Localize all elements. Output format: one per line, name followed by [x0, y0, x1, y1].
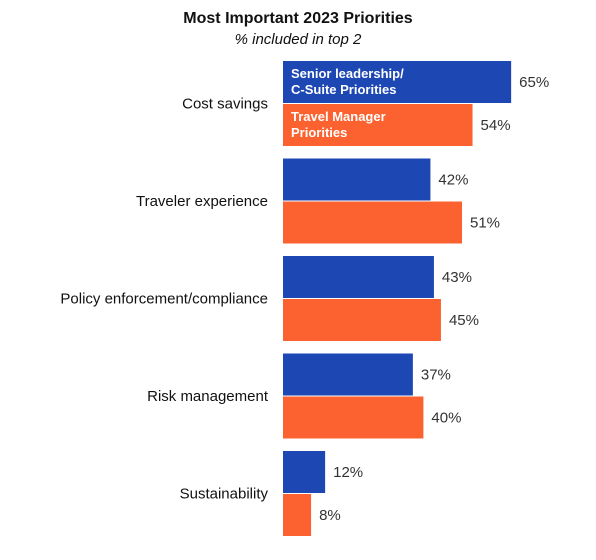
data-label: 42% [438, 172, 468, 189]
chart-title: Most Important 2023 Priorities [183, 10, 413, 27]
bar [283, 451, 326, 493]
data-label: 12% [333, 464, 363, 481]
category-label: Sustainability [180, 486, 269, 503]
legend-entry: Senior leadership/ [291, 66, 404, 81]
data-label: 43% [442, 269, 472, 286]
bar [283, 353, 413, 396]
category-label: Cost savings [182, 96, 268, 113]
bar [283, 396, 424, 439]
bar [283, 61, 512, 103]
data-label: 8% [319, 507, 341, 524]
legend-entry: Priorities [291, 125, 347, 140]
category-label: Traveler experience [136, 193, 268, 210]
legend-entry: C-Suite Priorities [291, 82, 396, 97]
data-label: 51% [470, 215, 500, 232]
bars-layer [283, 61, 512, 536]
data-label: 40% [431, 410, 461, 427]
data-label: 37% [421, 367, 451, 384]
bar [283, 158, 431, 201]
bar [283, 299, 441, 341]
data-label: 54% [481, 117, 511, 134]
category-label: Policy enforcement/compliance [60, 291, 268, 308]
category-label: Risk management [147, 388, 269, 405]
labels-layer: Cost savings 65% Senior leadership/C-Suite… [60, 66, 549, 524]
bar [283, 494, 312, 536]
data-label: 65% [519, 74, 549, 91]
data-label: 45% [449, 312, 479, 329]
bar [283, 256, 434, 298]
bar [283, 201, 463, 244]
legend-entry: Travel Manager [291, 109, 386, 124]
chart-subtitle: % included in top 2 [234, 31, 362, 48]
bar [283, 104, 473, 146]
